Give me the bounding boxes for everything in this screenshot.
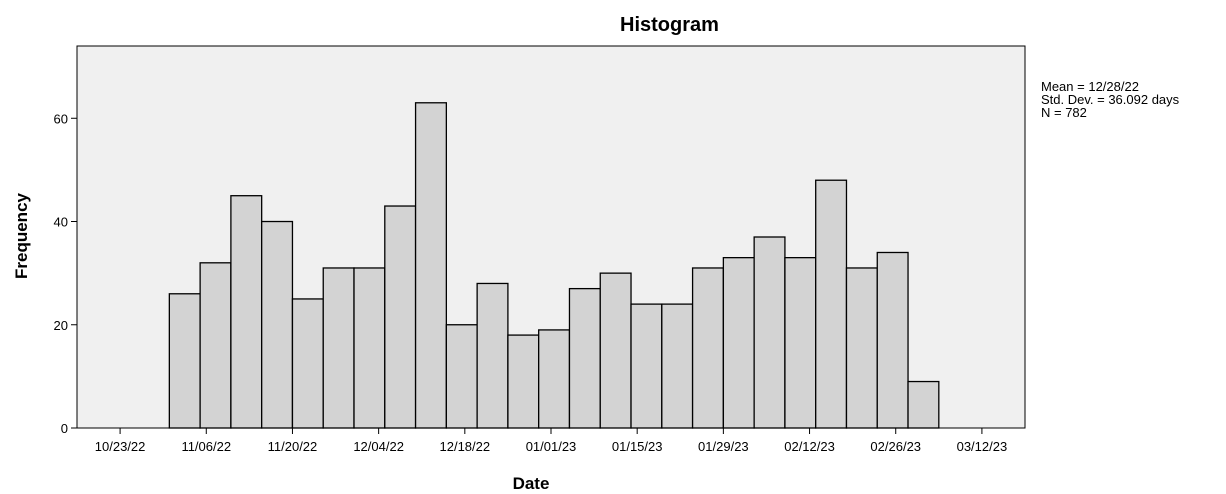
y-axis-label: Frequency: [12, 193, 31, 279]
x-tick-label: 11/20/22: [268, 439, 318, 454]
histogram-bar: [291, 298, 324, 429]
x-tick-label: 10/23/22: [95, 439, 146, 454]
histogram-bar: [784, 256, 817, 429]
y-tick-label: 60: [54, 111, 68, 126]
std-dev-stat: Std. Dev. = 36.092 days: [1041, 92, 1180, 107]
histogram-bar: [507, 334, 540, 429]
histogram-bar: [538, 329, 571, 429]
x-tick-label: 01/29/23: [698, 439, 749, 454]
histogram-bar: [445, 324, 478, 429]
mean-stat: Mean = 12/28/22: [1041, 79, 1139, 94]
x-axis-label: Date: [512, 474, 550, 493]
histogram-bar: [261, 220, 294, 429]
histogram-bar: [815, 179, 848, 429]
x-tick-label: 12/18/22: [440, 439, 491, 454]
histogram-bar: [907, 380, 940, 429]
x-tick-label: 01/01/23: [526, 439, 577, 454]
histogram-bar: [876, 251, 909, 429]
histogram-bar: [353, 267, 386, 429]
histogram-bar: [384, 205, 417, 429]
y-tick-label: 40: [54, 215, 68, 230]
histogram-bar: [230, 195, 263, 429]
histogram-bar: [414, 102, 448, 429]
x-tick-label: 02/26/23: [870, 439, 921, 454]
chart-title: Histogram: [620, 14, 719, 36]
histogram-bar: [568, 287, 601, 429]
x-tick-label: 01/15/23: [612, 439, 663, 454]
histogram-bar: [661, 303, 694, 429]
histogram-bar: [322, 267, 355, 429]
histogram-bar: [599, 272, 632, 429]
n-stat: N = 782: [1041, 105, 1087, 120]
histogram-bar: [691, 267, 725, 429]
histogram-bar: [168, 293, 201, 429]
x-tick-label: 03/12/23: [957, 439, 1008, 454]
y-tick-label: 20: [54, 318, 68, 333]
histogram-bar: [753, 236, 786, 429]
histogram-bar: [476, 282, 509, 429]
summary-statistics: Mean = 12/28/22 Std. Dev. = 36.092 days …: [1041, 80, 1179, 119]
histogram-bar: [630, 303, 663, 429]
histogram-bar: [845, 267, 878, 429]
x-tick-label: 02/12/23: [784, 439, 835, 454]
y-tick-label: 0: [61, 421, 68, 436]
x-tick-label: 11/06/22: [181, 439, 231, 454]
histogram-bar: [722, 256, 755, 429]
histogram-bar: [199, 262, 232, 429]
x-tick-label: 12/04/22: [353, 439, 404, 454]
